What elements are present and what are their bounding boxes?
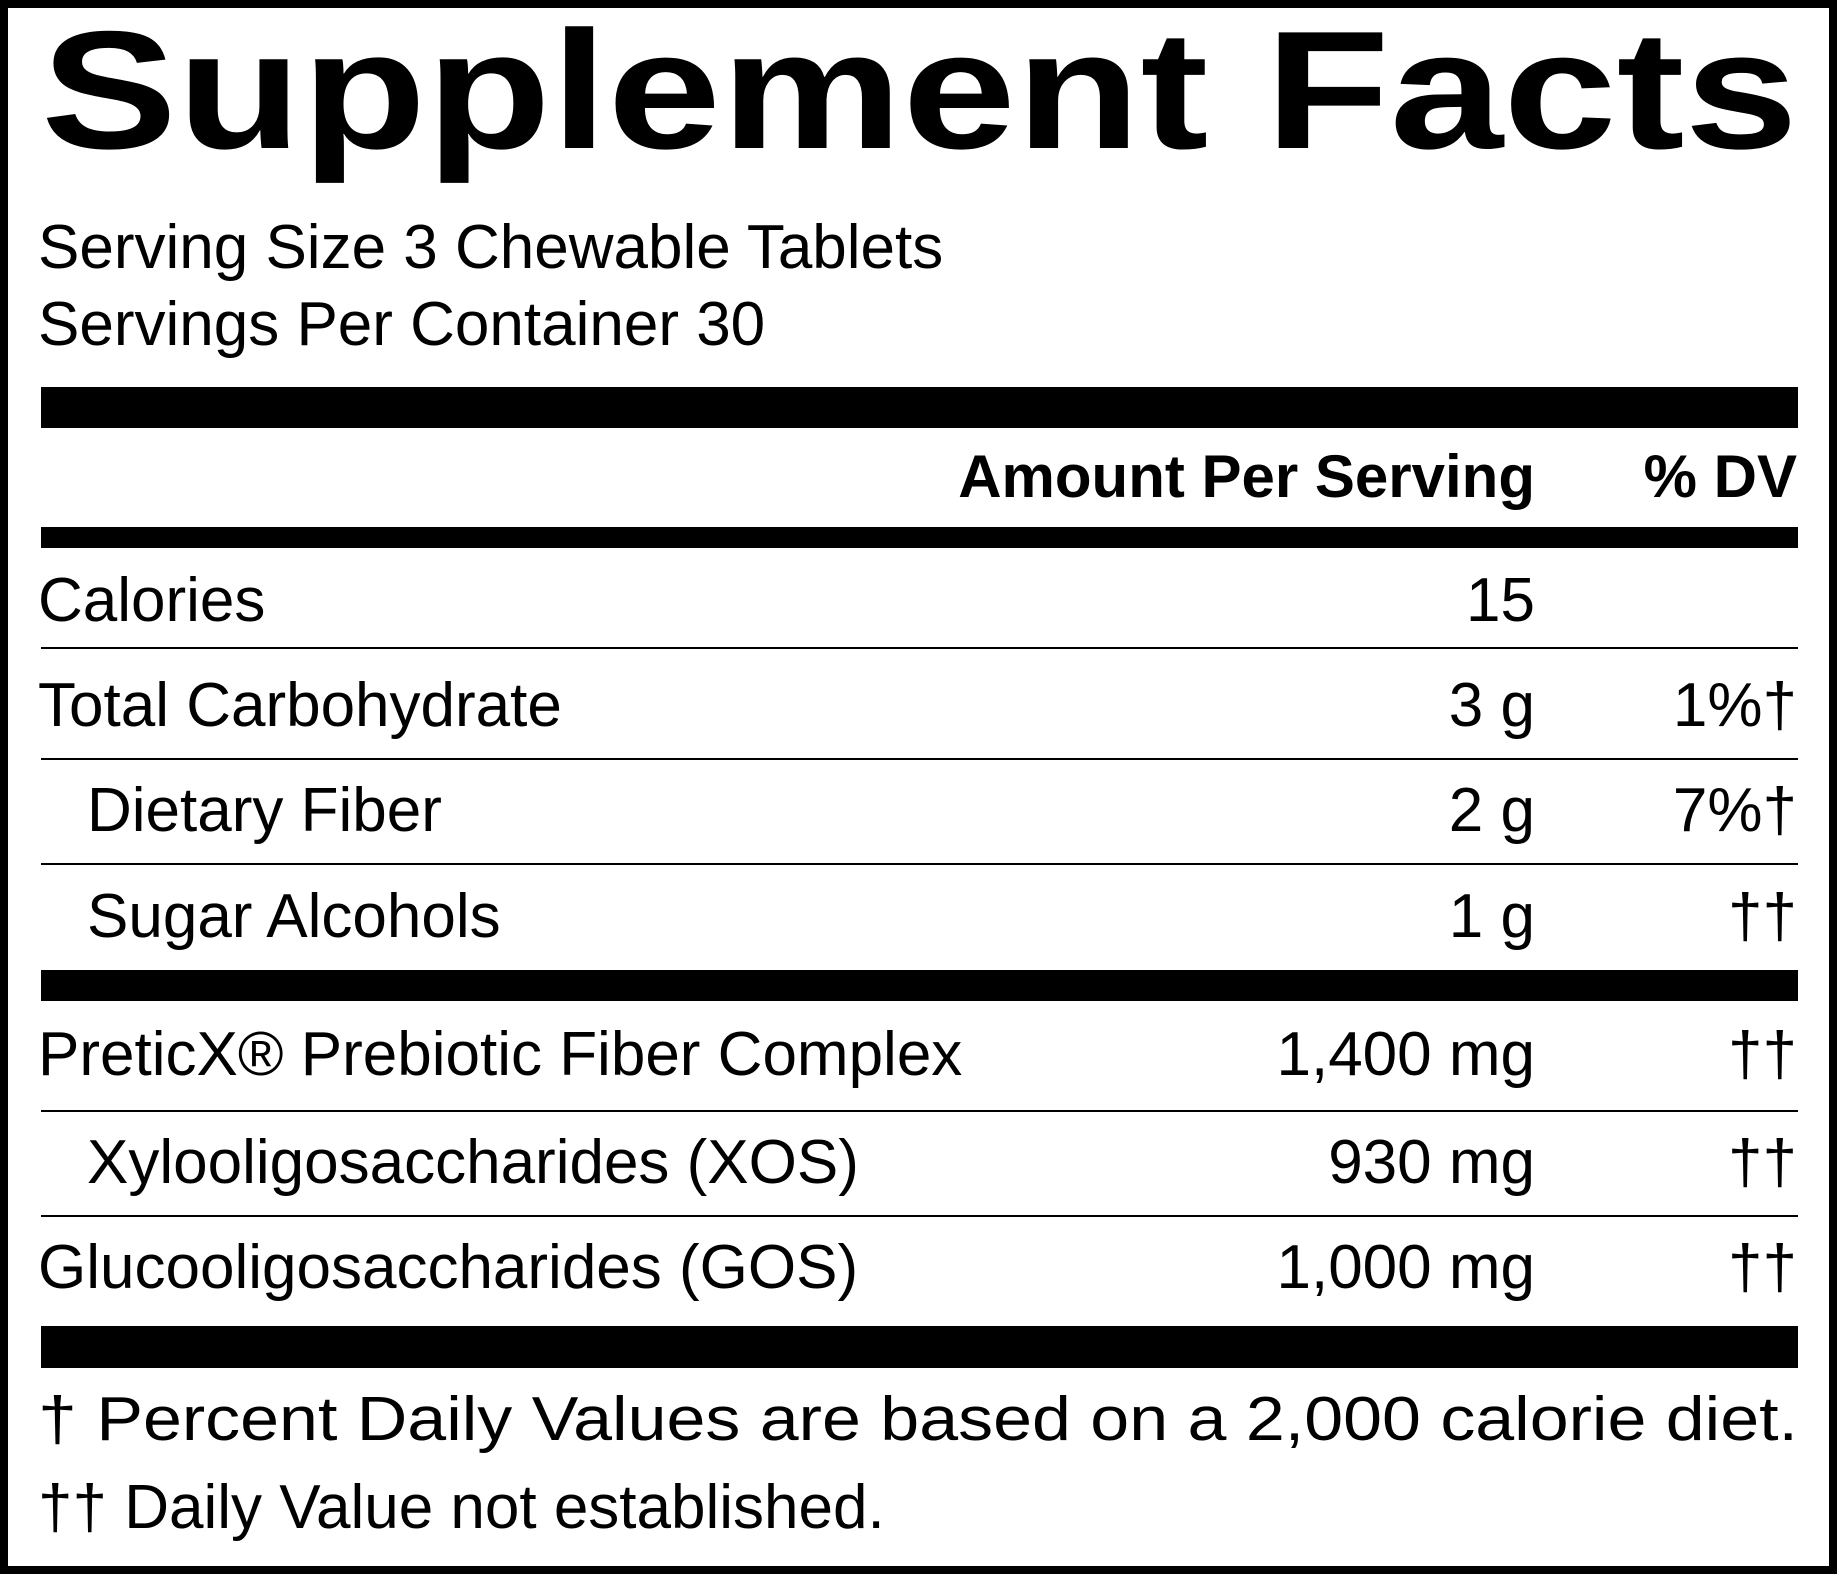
- amount: 1 g: [1449, 882, 1535, 951]
- amount: 1,000 mg: [1276, 1233, 1535, 1302]
- amount: 15: [1466, 566, 1535, 635]
- daily-value: ††: [1728, 1233, 1797, 1302]
- column-header: % DV: [1644, 443, 1797, 510]
- amount: 3 g: [1449, 671, 1535, 740]
- daily-value: ††: [1728, 1020, 1797, 1089]
- daily-value: ††: [1728, 882, 1797, 951]
- daily-value: 7%†: [1673, 776, 1797, 845]
- thick-rule: [41, 387, 1798, 428]
- nutrient-name: PreticX® Prebiotic Fiber Complex: [38, 1020, 962, 1089]
- amount: 1,400 mg: [1276, 1020, 1535, 1089]
- nutrient-name: Dietary Fiber: [87, 776, 442, 845]
- amount: 930 mg: [1328, 1128, 1535, 1197]
- footnote: † Percent Daily Values are based on a 2,…: [38, 1385, 1798, 1454]
- nutrient-name: Sugar Alcohols: [87, 882, 501, 951]
- nutrient-name: Glucooligosaccharides (GOS): [38, 1233, 858, 1302]
- daily-value: 1%†: [1673, 671, 1797, 740]
- thick-rule: [41, 970, 1798, 1001]
- daily-value: ††: [1728, 1128, 1797, 1197]
- nutrient-name: Total Carbohydrate: [38, 671, 562, 740]
- footnote: †† Daily Value not established.: [38, 1473, 885, 1542]
- thick-rule: [41, 527, 1798, 548]
- nutrient-name: Calories: [38, 566, 265, 635]
- title: Supplement Facts: [41, 0, 1798, 184]
- nutrient-name: Xylooligosaccharides (XOS): [87, 1128, 859, 1197]
- column-header: Amount Per Serving: [958, 443, 1535, 510]
- serving-size: Serving Size 3 Chewable Tablets: [38, 213, 943, 282]
- amount: 2 g: [1449, 776, 1535, 845]
- thick-rule: [41, 1326, 1798, 1368]
- servings-per-container: Servings Per Container 30: [38, 290, 765, 359]
